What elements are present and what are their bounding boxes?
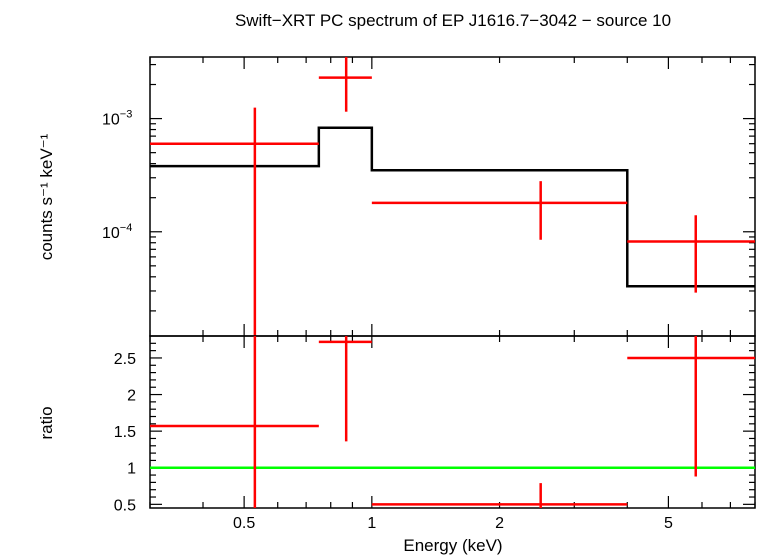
spectrum-frame (149, 56, 756, 337)
bottom-y-axis-label: ratio (37, 406, 56, 439)
x-axis-label: Energy (keV) (403, 536, 502, 555)
y-tick-label: 2.5 (114, 351, 136, 368)
y-tick-label: 1 (127, 461, 136, 478)
x-tick-label: 2 (495, 515, 504, 532)
y-tick-label: 1.5 (114, 424, 136, 441)
chart-title: Swift−XRT PC spectrum of EP J1616.7−3042… (235, 11, 671, 30)
x-tick-label: 0.5 (233, 515, 255, 532)
model-step-line (150, 126, 755, 288)
ratio-frame (149, 335, 756, 509)
x-tick-label: 5 (664, 515, 673, 532)
x-tick-label: 1 (367, 515, 376, 532)
y-tick-label: 0.5 (114, 497, 136, 514)
top-y-axis-label: counts s⁻¹ keV⁻¹ (37, 133, 56, 260)
y-tick-label: 2 (127, 388, 136, 405)
y-tick-label: 10−3 (102, 109, 132, 129)
ratio-panel: 0.5 1 1.5 2 2.5 0.5 1 2 5 (114, 335, 756, 532)
y-tick-label: 10−4 (102, 222, 132, 242)
spectrum-panel: 10−3 10−4 (102, 56, 756, 337)
